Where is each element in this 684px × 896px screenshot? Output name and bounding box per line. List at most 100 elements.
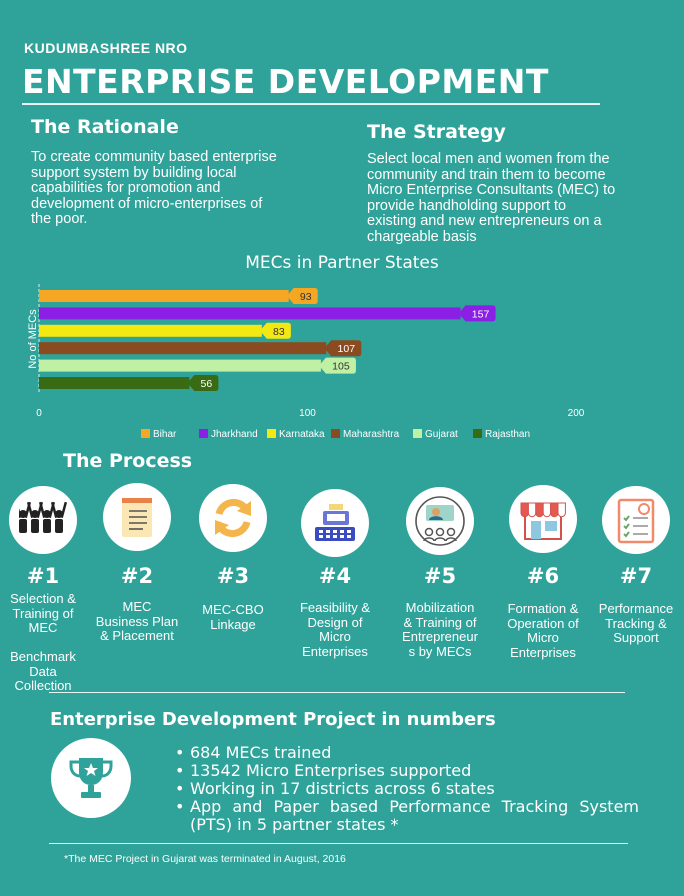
process-step-circle bbox=[9, 486, 77, 554]
process-step-label: Performance Tracking & Support bbox=[590, 601, 682, 646]
bar-gujarat bbox=[39, 359, 321, 372]
process-step-label-line: Tracking & bbox=[605, 615, 667, 631]
data-label: 105 bbox=[332, 361, 350, 373]
list-item: Working in 17 districts across 6 states bbox=[175, 780, 639, 799]
process-step-number: #6 bbox=[526, 564, 560, 588]
data-label-bg bbox=[286, 288, 318, 304]
process-step-label-line: MEC bbox=[122, 599, 152, 614]
data-label-bg bbox=[458, 305, 496, 322]
data-label: 83 bbox=[273, 326, 285, 338]
rationale-line: development of micro-enterprises of bbox=[31, 195, 263, 212]
rationale-text: To create community based enterprise sup… bbox=[31, 149, 341, 228]
bar-karnataka bbox=[39, 324, 262, 337]
legend-swatch bbox=[199, 429, 208, 438]
process-step-label-line: Formation & bbox=[507, 601, 579, 616]
process-step-label-line: Training of bbox=[12, 605, 74, 621]
list-item: 13542 Micro Enterprises supported bbox=[175, 762, 639, 781]
process-step-label-line: s by MECs bbox=[408, 643, 472, 659]
rationale-line: To create community based enterprise bbox=[31, 149, 277, 165]
legend-swatch bbox=[331, 429, 340, 438]
process-step-label: Feasibility & Design of Micro Enterprises bbox=[289, 600, 381, 659]
strategy-line: Select local men and women from the bbox=[367, 151, 610, 167]
refresh-arrows-icon bbox=[209, 494, 257, 542]
trophy-icon bbox=[69, 758, 113, 798]
process-step-label-line: Mobilization bbox=[405, 600, 475, 615]
legend-swatch bbox=[267, 429, 276, 438]
process-step-label-line: Micro bbox=[319, 629, 351, 644]
legend-label: Karnataka bbox=[279, 429, 325, 440]
process-step-label-line: Benchmark bbox=[10, 649, 76, 664]
process-step-label: Mobilization & Training of Entrepreneur s b… bbox=[394, 600, 486, 659]
process-step-label-line: MEC bbox=[28, 620, 58, 635]
process-step-label-line: Linkage bbox=[210, 616, 256, 632]
shop-icon bbox=[519, 497, 567, 541]
mec-bar-chart: No of MECs 93 157 83 107 105 56 0 100 200 Bihar… bbox=[27, 284, 585, 440]
bar-maharashtra bbox=[39, 342, 327, 355]
x-tick-label: 200 bbox=[568, 408, 585, 419]
strategy-line: existing and new entrepreneurs on a bbox=[367, 213, 602, 229]
legend-swatch bbox=[141, 429, 150, 438]
strategy-heading: The Strategy bbox=[367, 121, 506, 143]
title-divider bbox=[22, 103, 600, 105]
process-step-number: #2 bbox=[120, 564, 154, 588]
process-step-label-line: Selection & bbox=[10, 591, 76, 606]
cash-register-icon bbox=[311, 501, 359, 545]
process-step-label-line: Business Plan bbox=[95, 613, 179, 629]
data-label-bg bbox=[318, 357, 356, 374]
process-step-label-line: Enterprises bbox=[302, 643, 368, 659]
notepad-icon bbox=[119, 495, 155, 539]
numbers-heading: Enterprise Development Project in number… bbox=[50, 709, 496, 730]
process-step-label-line: Enterprises bbox=[510, 644, 576, 660]
footnote-divider bbox=[49, 843, 628, 844]
data-label-bg bbox=[324, 340, 362, 357]
process-step-label-line: Data bbox=[29, 663, 57, 679]
process-divider bbox=[49, 692, 625, 693]
process-step-number: #5 bbox=[423, 564, 457, 588]
legend-label: Gujarat bbox=[425, 429, 458, 440]
process-step-number: #1 bbox=[26, 564, 60, 588]
y-axis-label: No of MECs bbox=[27, 309, 39, 369]
process-step-label: Formation & Operation of Micro Enterprises bbox=[497, 601, 589, 660]
rationale-heading: The Rationale bbox=[31, 116, 179, 138]
process-step-label-line bbox=[0, 636, 89, 651]
data-label: 56 bbox=[201, 378, 213, 390]
rationale-line: support system by building local bbox=[31, 164, 237, 181]
strategy-line: provide handholding support to bbox=[367, 197, 567, 214]
data-label: 107 bbox=[338, 343, 356, 355]
bar-bihar bbox=[39, 290, 289, 302]
legend-label: Jharkhand bbox=[211, 429, 258, 440]
legend-swatch bbox=[413, 429, 422, 438]
process-heading: The Process bbox=[63, 450, 193, 472]
process-step-label-line: Micro bbox=[527, 630, 559, 645]
legend-label: Bihar bbox=[153, 429, 177, 440]
bar-jharkhand bbox=[39, 307, 461, 320]
people-raising-hands-icon bbox=[19, 500, 67, 540]
strategy-line: Micro Enterprise Consultants (MEC) to bbox=[367, 182, 616, 198]
process-step-label-line: Performance bbox=[598, 601, 674, 616]
org-name: KUDUMBASHREE NRO bbox=[24, 40, 188, 56]
data-label-bg bbox=[187, 375, 219, 391]
process-step-label-line: Support bbox=[613, 630, 659, 645]
process-step-label-line: Feasibility & bbox=[299, 600, 371, 615]
data-label-bg bbox=[259, 322, 291, 339]
process-step-label-line: Operation of bbox=[507, 615, 579, 631]
process-step-circle bbox=[103, 483, 171, 551]
list-item: 684 MECs trained bbox=[175, 744, 639, 763]
footnote: *The MEC Project in Gujarat was terminat… bbox=[64, 853, 346, 865]
process-step-label: MEC Business Plan & Placement bbox=[91, 599, 183, 644]
checklist-report-icon bbox=[614, 496, 658, 544]
strategy-line: chargeable basis bbox=[367, 228, 477, 245]
data-label: 93 bbox=[300, 291, 312, 303]
process-step-number: #4 bbox=[318, 564, 352, 588]
x-tick-label: 0 bbox=[36, 408, 42, 419]
process-step-circle bbox=[199, 484, 267, 552]
data-label: 157 bbox=[472, 308, 490, 320]
legend-label: Rajasthan bbox=[485, 429, 530, 440]
strategy-line: community and train them to become bbox=[367, 166, 606, 183]
process-step-label-line: Design of bbox=[307, 614, 363, 630]
process-step-circle bbox=[602, 486, 670, 554]
process-step-label-line: & Placement bbox=[100, 628, 174, 643]
process-step-label: Selection & Training of MEC Benchmark Data Co… bbox=[0, 591, 89, 694]
process-step-circle bbox=[301, 489, 369, 557]
presenter-icon bbox=[414, 495, 466, 547]
